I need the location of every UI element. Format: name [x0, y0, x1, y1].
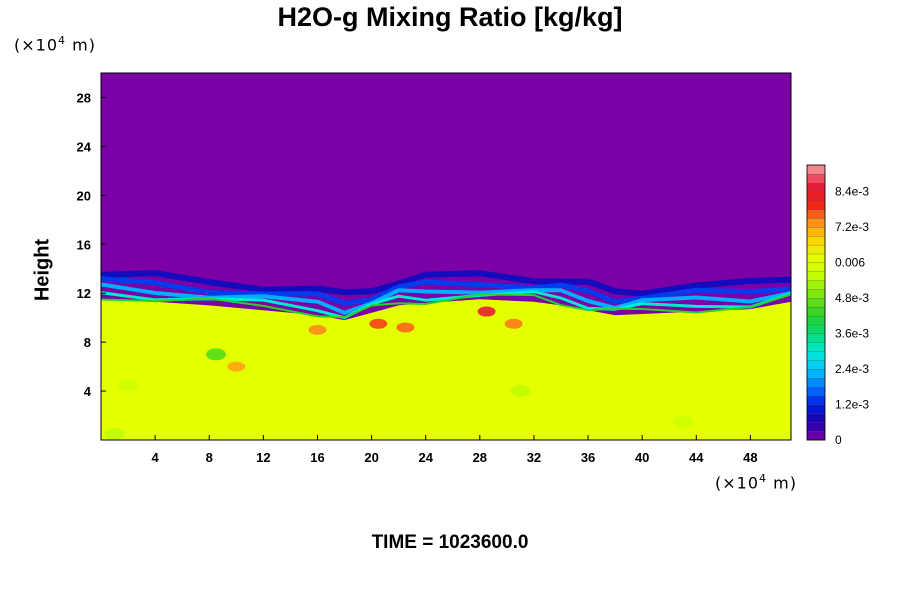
colorbar-segment — [806, 315, 826, 326]
colorbar-label: 0 — [835, 433, 842, 447]
colorbar-segment — [806, 360, 826, 370]
colorbar-segment — [806, 280, 826, 290]
colorbar-segment — [806, 244, 826, 255]
colorbar-segment — [806, 395, 826, 405]
colorbar-segment — [806, 218, 826, 228]
y-axis-ticks: 4 8 12 16 20 24 28 — [77, 90, 106, 399]
transition-band — [100, 282, 792, 315]
time-label: TIME = 1023600.0 — [371, 532, 529, 553]
colorbar-segment — [806, 235, 826, 246]
y-tick-label: 16 — [77, 237, 91, 252]
y-axis-unit: (×104 m) — [14, 34, 96, 55]
colorbar-segment — [806, 413, 826, 423]
chart-title: H2O-g Mixing Ratio [kg/kg] — [277, 2, 623, 32]
colorbar-segment — [806, 262, 826, 272]
colorbar-segment — [806, 324, 826, 334]
colorbar-segment — [806, 297, 826, 308]
colorbar-segment — [806, 342, 826, 352]
moist-patch — [477, 306, 496, 317]
colorbar-label: 1.2e-3 — [835, 398, 869, 412]
colorbar-label: 7.2e-3 — [835, 220, 869, 234]
colorbar-label: 3.6e-3 — [835, 327, 869, 341]
transition-band — [100, 290, 792, 320]
transition-band — [100, 276, 792, 306]
colorbar-segment — [806, 191, 826, 201]
colorbar-segment — [806, 173, 826, 184]
colorbar-label: 0.006 — [835, 256, 865, 270]
transition-band — [100, 293, 792, 319]
colorbar-segment — [806, 289, 826, 299]
x-tick-label: 36 — [581, 450, 595, 465]
colorbar-segment — [806, 333, 826, 343]
dry-patch — [206, 348, 226, 361]
colorbar: 0 1.2e-3 2.4e-3 3.6e-3 4.8e-3 0.006 7.2e-3 8.4e… — [806, 164, 869, 447]
x-tick-label: 28 — [473, 450, 487, 465]
colorbar-segment — [806, 368, 826, 379]
x-tick-label: 12 — [256, 450, 270, 465]
y-tick-label: 8 — [84, 335, 91, 350]
x-tick-label: 24 — [418, 450, 433, 465]
x-tick-label: 20 — [364, 450, 378, 465]
moist-lower-region — [101, 299, 791, 440]
moist-patch — [396, 322, 415, 333]
colorbar-segment — [806, 386, 826, 397]
plot-frame — [100, 72, 792, 441]
dry-patch — [672, 415, 693, 428]
x-tick-label: 40 — [635, 450, 649, 465]
y-tick-label: 20 — [77, 188, 91, 203]
dry-patch — [104, 427, 125, 440]
colorbar-segment — [806, 422, 826, 432]
x-tick-label: 8 — [206, 450, 213, 465]
colorbar-label: 2.4e-3 — [835, 362, 869, 376]
x-tick-label: 32 — [527, 450, 541, 465]
moist-patch — [504, 318, 523, 329]
y-tick-label: 28 — [77, 90, 91, 105]
colorbar-segment — [806, 404, 826, 414]
x-tick-label: 44 — [689, 450, 704, 465]
colorbar-segment — [806, 200, 826, 210]
colorbar-segment — [806, 430, 826, 441]
colorbar-segment — [806, 209, 826, 219]
colorbar-segment — [806, 182, 826, 193]
x-axis-ticks: 4 8 12 16 20 24 28 32 36 40 44 48 — [152, 435, 758, 465]
colorbar-segment — [806, 306, 826, 317]
colorbar-segment — [806, 253, 826, 264]
colorbar-frame — [806, 164, 826, 441]
colorbar-segment — [806, 226, 826, 237]
transition-band — [100, 270, 792, 297]
colorbar-segment — [806, 377, 826, 388]
dry-patch — [510, 385, 531, 398]
moist-patch — [308, 324, 327, 335]
y-tick-label: 12 — [77, 286, 91, 301]
heatmap-field — [100, 73, 792, 440]
colorbar-label: 4.8e-3 — [835, 291, 869, 305]
colorbar-segment — [806, 271, 826, 281]
x-tick-label: 4 — [152, 450, 160, 465]
x-tick-label: 48 — [743, 450, 757, 465]
x-tick-label: 16 — [310, 450, 324, 465]
colorbar-label: 8.4e-3 — [835, 185, 869, 199]
y-tick-label: 4 — [84, 384, 92, 399]
dry-patch — [118, 378, 139, 391]
x-axis-unit: (×104 m) — [715, 472, 797, 493]
colorbar-segment — [806, 164, 826, 175]
moist-patch — [369, 318, 388, 329]
y-tick-label: 24 — [77, 139, 92, 154]
colorbar-segment — [806, 351, 826, 361]
moist-patch — [227, 361, 246, 372]
